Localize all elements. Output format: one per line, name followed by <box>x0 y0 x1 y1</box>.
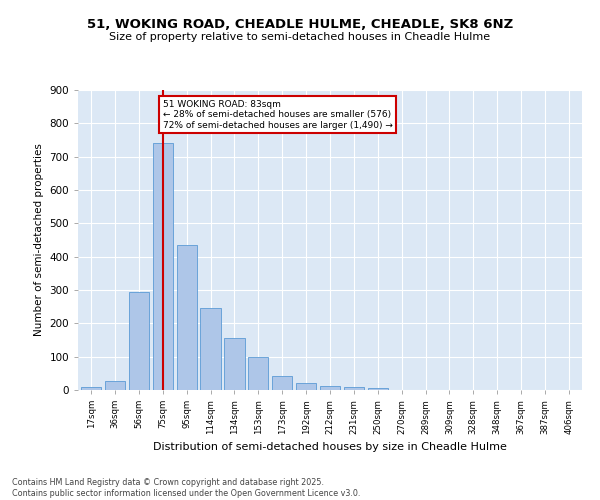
Text: 51, WOKING ROAD, CHEADLE HULME, CHEADLE, SK8 6NZ: 51, WOKING ROAD, CHEADLE HULME, CHEADLE,… <box>87 18 513 30</box>
Bar <box>176 245 197 390</box>
Bar <box>81 388 101 390</box>
Bar <box>248 358 268 390</box>
Bar <box>344 388 364 390</box>
Bar <box>105 380 125 390</box>
Bar <box>272 376 292 390</box>
Y-axis label: Number of semi-detached properties: Number of semi-detached properties <box>34 144 44 336</box>
Bar <box>224 338 245 390</box>
Text: Contains HM Land Registry data © Crown copyright and database right 2025.
Contai: Contains HM Land Registry data © Crown c… <box>12 478 361 498</box>
Bar <box>296 382 316 390</box>
Bar <box>152 144 173 390</box>
Bar <box>200 308 221 390</box>
X-axis label: Distribution of semi-detached houses by size in Cheadle Hulme: Distribution of semi-detached houses by … <box>153 442 507 452</box>
Bar <box>368 388 388 390</box>
Text: 51 WOKING ROAD: 83sqm
← 28% of semi-detached houses are smaller (576)
72% of sem: 51 WOKING ROAD: 83sqm ← 28% of semi-deta… <box>163 100 392 130</box>
Text: Size of property relative to semi-detached houses in Cheadle Hulme: Size of property relative to semi-detach… <box>109 32 491 42</box>
Bar <box>129 292 149 390</box>
Bar <box>320 386 340 390</box>
